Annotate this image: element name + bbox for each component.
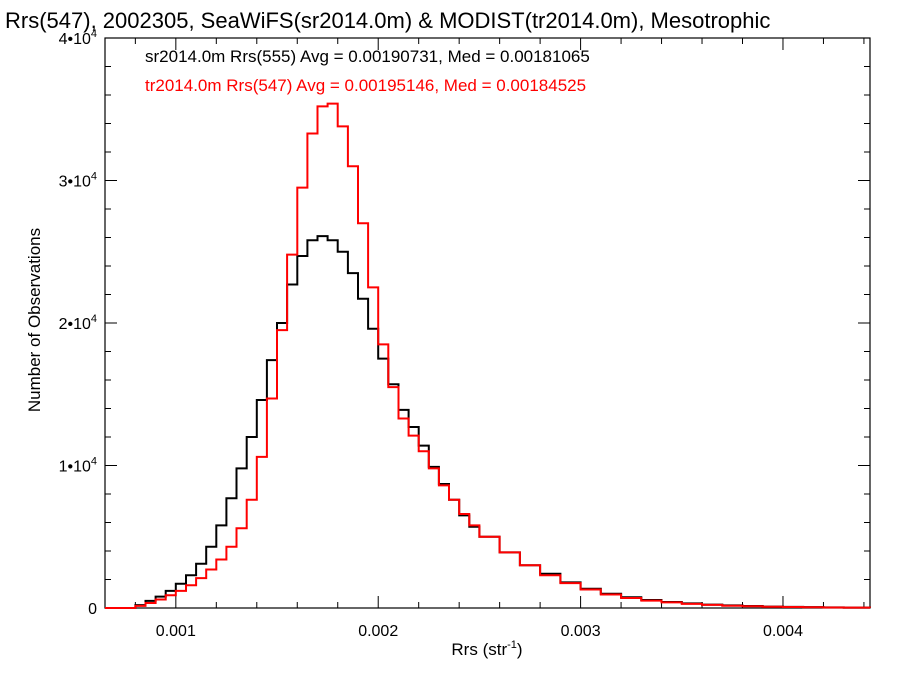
axis-ticks <box>105 37 870 609</box>
y-axis-label: Number of Observations <box>25 228 44 412</box>
chart-title: Rrs(547), 2002305, SeaWiFS(sr2014.0m) & … <box>5 8 770 33</box>
plot-frame <box>104 37 871 609</box>
series-layer <box>105 102 871 609</box>
legend: sr2014.0m Rrs(555) Avg = 0.00190731, Med… <box>145 47 590 95</box>
x-tick-label: 0.003 <box>561 623 601 640</box>
x-tick-label: 0.004 <box>763 623 803 640</box>
legend-entry-1: sr2014.0m Rrs(555) Avg = 0.00190731, Med… <box>145 47 590 66</box>
y-tick-label: 4•104 <box>59 28 97 48</box>
x-axis-label: Rrs (str-1) <box>451 639 522 659</box>
y-tick-label: 2•104 <box>59 313 97 333</box>
axis-tick-labels: 0.001 0.002 0.003 0.004 0 1•104 2•104 3•104 4•10… <box>59 28 804 640</box>
series-line-2 <box>105 102 871 609</box>
y-tick-label: 1•104 <box>59 456 97 476</box>
y-tick-label: 3•104 <box>59 171 97 191</box>
x-tick-label: 0.001 <box>156 623 196 640</box>
series-line-1 <box>105 235 871 609</box>
x-tick-label: 0.002 <box>358 623 398 640</box>
y-tick-label: 0 <box>88 601 97 618</box>
legend-entry-2: tr2014.0m Rrs(547) Avg = 0.00195146, Med… <box>145 76 586 95</box>
